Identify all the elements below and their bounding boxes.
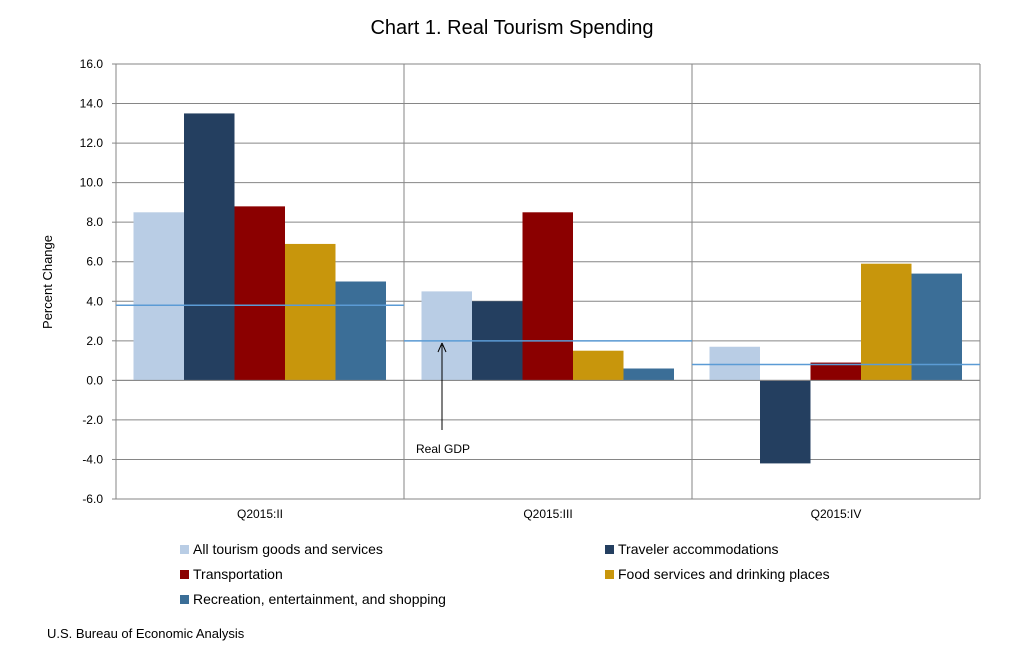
y-tick-label: 2.0 — [86, 334, 103, 348]
bar — [335, 281, 386, 381]
y-axis-label: Percent Change — [40, 235, 55, 329]
legend-swatch — [180, 569, 189, 579]
bar — [522, 212, 573, 381]
bar — [861, 263, 912, 381]
legend-label: Transportation — [193, 566, 283, 582]
bar — [184, 113, 235, 381]
y-tick-label: 16.0 — [80, 57, 104, 71]
legend-label: Traveler accommodations — [618, 541, 779, 557]
legend-label: Food services and drinking places — [618, 566, 830, 582]
bar — [421, 291, 472, 381]
legend-label: All tourism goods and services — [193, 541, 383, 557]
bar — [911, 273, 962, 381]
bar — [709, 346, 760, 381]
x-tick-label: Q2015:IV — [811, 507, 862, 521]
legend-item: Transportation — [180, 566, 283, 582]
legend-item: All tourism goods and services — [180, 541, 383, 557]
annotation-arrowhead — [437, 342, 447, 353]
grid — [115, 63, 981, 500]
x-tick-label: Q2015:II — [237, 507, 283, 521]
axes: 16.0 14.0 12.0 10.0 8.0 6.0 4.0 2.0 0.0 -2.0 -4.0 -… — [80, 57, 980, 521]
y-tick-label: -4.0 — [82, 452, 103, 466]
legend-swatch — [180, 594, 189, 604]
source-note: U.S. Bureau of Economic Analysis — [47, 626, 245, 641]
bar — [285, 243, 336, 381]
y-tick-label: 0.0 — [86, 373, 103, 387]
y-tick-label: -6.0 — [82, 492, 103, 506]
legend-item: Traveler accommodations — [605, 541, 779, 557]
y-tick-label: 8.0 — [86, 215, 103, 229]
y-tick-label: 14.0 — [80, 97, 104, 111]
legend-item: Food services and drinking places — [605, 566, 830, 582]
bar — [623, 368, 674, 381]
legend-label: Recreation, entertainment, and shopping — [193, 591, 446, 607]
legend-swatch — [605, 569, 614, 579]
legend-swatch — [605, 544, 614, 554]
reference-lines — [116, 304, 980, 366]
chart-title: Chart 1. Real Tourism Spending — [370, 17, 653, 39]
y-tick-label: 12.0 — [80, 136, 104, 150]
y-tick-label: -2.0 — [82, 413, 103, 427]
bar — [760, 380, 811, 464]
legend: All tourism goods and services Traveler a… — [180, 541, 980, 621]
y-tick-label: 4.0 — [86, 294, 103, 308]
annotation-label: Real GDP — [416, 442, 470, 456]
y-tick-label: 10.0 — [80, 176, 104, 190]
bar — [810, 362, 861, 381]
annotation: Real GDP — [416, 342, 470, 456]
bars — [133, 113, 962, 464]
bar — [133, 212, 184, 381]
x-tick-label: Q2015:III — [523, 507, 572, 521]
legend-item: Recreation, entertainment, and shopping — [180, 591, 446, 607]
bar — [234, 206, 285, 381]
y-tick-label: 6.0 — [86, 255, 103, 269]
bar — [573, 350, 624, 381]
legend-swatch — [180, 544, 189, 554]
